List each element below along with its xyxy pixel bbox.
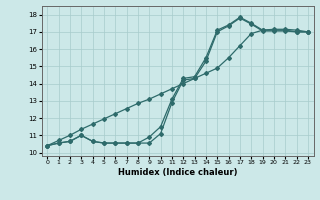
X-axis label: Humidex (Indice chaleur): Humidex (Indice chaleur) xyxy=(118,168,237,177)
